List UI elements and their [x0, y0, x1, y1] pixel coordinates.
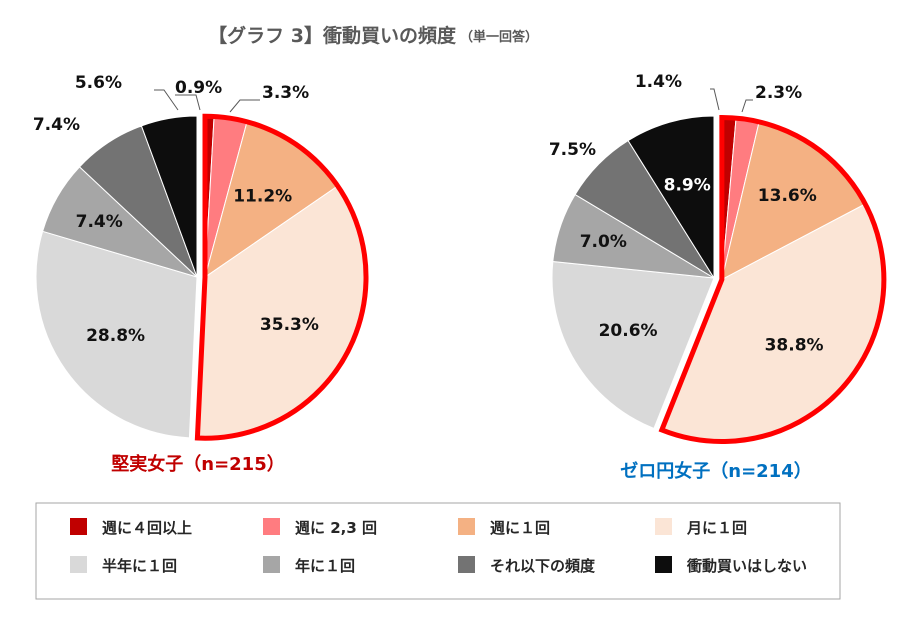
data-label-1-2: 3.3% — [262, 83, 309, 103]
pie-chart-left: 0.9% 3.3% 11.2% 35.3% 28.8% 7.4% 7.4% 5.6% — [33, 73, 369, 441]
legend-box — [35, 502, 841, 600]
data-label-1-8: 5.6% — [75, 73, 122, 93]
leader-line-1-1 — [175, 94, 201, 111]
pie-slice-1-8 — [140, 115, 198, 278]
legend-swatch-6 — [263, 556, 280, 573]
data-label-2-3: 13.6% — [758, 186, 817, 206]
legend-label-4: 月に１回 — [686, 519, 747, 537]
data-label-2-7: 7.5% — [549, 140, 596, 160]
legend-swatch-3 — [458, 518, 475, 535]
legend-swatch-8 — [655, 556, 672, 573]
data-label-1-1: 0.9% — [175, 78, 222, 98]
pie-chart-right: 1.4% 2.3% 13.6% 38.8% 20.6% 7.0% 7.5% 8.9% — [549, 72, 887, 444]
chart-title-text: 【グラフ 3】衝動買いの頻度 — [208, 24, 457, 47]
pie-slice-2-8 — [627, 115, 715, 280]
data-label-2-5: 20.6% — [599, 321, 658, 341]
data-label-2-4: 38.8% — [765, 336, 824, 356]
leader-line-2-1 — [710, 88, 720, 111]
chart-title: 【グラフ 3】衝動買いの頻度 （単一回答） — [208, 24, 538, 47]
chart-subtitle-text: （単一回答） — [460, 29, 538, 45]
legend-swatch-4 — [655, 518, 672, 535]
pie-highlight-outline-1 — [194, 113, 369, 441]
legend-swatch-5 — [70, 556, 87, 573]
pie-left-caption: 堅実女子（n=215） — [111, 453, 284, 475]
legend-label-5: 半年に１回 — [102, 557, 177, 575]
legend-label-6: 年に１回 — [295, 557, 355, 575]
pie-slice-1-5 — [35, 230, 198, 439]
legend-label-3: 週に１回 — [490, 519, 550, 537]
legend-swatch-1 — [70, 518, 87, 535]
legend-swatch-7 — [458, 556, 475, 573]
pie-slice-2-5 — [551, 260, 715, 430]
leader-line-1-2 — [229, 99, 260, 113]
legend-label-1: 週に４回以上 — [102, 519, 192, 537]
data-label-1-5: 28.8% — [86, 326, 145, 346]
legend-label-8: 衝動買いはしない — [686, 557, 807, 575]
data-label-2-8: 8.9% — [664, 176, 711, 196]
legend-label-2: 週に 2,3 回 — [295, 519, 377, 537]
legend-label-7: それ以下の頻度 — [490, 557, 596, 575]
data-label-1-4: 35.3% — [260, 315, 319, 335]
data-label-2-2: 2.3% — [755, 83, 802, 103]
data-label-1-6: 7.4% — [76, 212, 123, 232]
data-label-2-6: 7.0% — [580, 232, 627, 252]
data-label-1-7: 7.4% — [33, 115, 80, 135]
pie-right-caption: ゼロ円女子（n=214） — [620, 460, 811, 482]
leader-line-2-2 — [741, 99, 753, 113]
pie-highlight-outline-2 — [658, 115, 887, 444]
data-label-2-1: 1.4% — [635, 72, 682, 92]
leader-line-1-8 — [154, 89, 179, 111]
data-label-1-3: 11.2% — [233, 187, 292, 207]
legend-swatch-2 — [263, 518, 280, 535]
